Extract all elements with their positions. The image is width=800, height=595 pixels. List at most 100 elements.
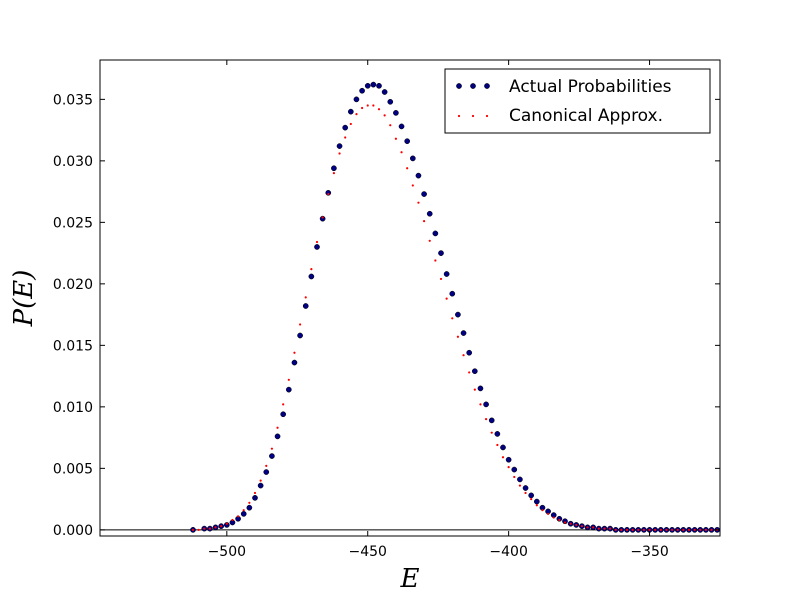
legend-marker-canonical [457, 114, 461, 118]
data-point [569, 522, 572, 525]
data-point [501, 456, 505, 459]
data-point [580, 525, 584, 528]
data-point [505, 456, 512, 463]
data-point [642, 528, 646, 531]
data-point [282, 403, 285, 406]
data-point [315, 240, 319, 244]
data-point [449, 290, 456, 297]
data-point [603, 527, 606, 530]
data-point [421, 191, 427, 197]
data-point [483, 401, 489, 408]
data-point [314, 244, 320, 250]
data-point [236, 515, 240, 518]
data-point [389, 124, 392, 127]
data-point [484, 418, 488, 421]
data-point [291, 359, 298, 366]
data-point [297, 332, 303, 339]
data-point [524, 491, 527, 495]
data-point [473, 388, 476, 391]
series-canonical [191, 104, 719, 531]
data-point [552, 516, 555, 519]
legend-marker-actual [484, 83, 490, 89]
data-point [270, 447, 274, 450]
data-point [208, 527, 212, 530]
data-point [398, 123, 405, 130]
data-point [575, 523, 578, 527]
data-point [263, 469, 270, 475]
data-point [253, 491, 257, 495]
data-point [319, 215, 326, 222]
data-point [338, 152, 341, 155]
data-point [608, 527, 612, 530]
data-point [417, 201, 420, 204]
data-point [411, 184, 414, 187]
data-point [434, 259, 437, 262]
data-point [302, 303, 309, 309]
data-point [687, 528, 691, 531]
data-point [197, 528, 200, 531]
y-tick-label: 0.025 [53, 215, 93, 231]
data-point [347, 108, 354, 115]
data-point [293, 351, 296, 354]
data-point [336, 143, 343, 149]
data-point [496, 443, 499, 447]
data-point [500, 444, 506, 451]
data-point [409, 155, 416, 162]
data-point [325, 189, 332, 196]
x-axis-label: E [400, 564, 420, 594]
data-point [394, 137, 398, 140]
data-point [563, 521, 567, 524]
data-point [344, 136, 347, 139]
data-point [648, 528, 651, 531]
data-point [558, 518, 561, 522]
data-point [530, 498, 533, 501]
data-point [438, 250, 444, 256]
legend-marker-canonical [471, 114, 475, 118]
data-point [586, 526, 589, 529]
data-point [488, 417, 495, 424]
data-point [535, 504, 538, 507]
data-point [637, 528, 640, 531]
data-point [479, 403, 482, 406]
data-point [304, 296, 307, 299]
data-point [342, 124, 349, 131]
data-point [370, 81, 377, 88]
x-tick-label: −500 [208, 544, 246, 560]
data-point [276, 426, 279, 429]
data-point [556, 515, 563, 522]
data-point [257, 482, 264, 489]
x-tick-label: −350 [630, 544, 668, 560]
data-point [654, 528, 657, 531]
data-point [456, 335, 460, 338]
data-point [625, 528, 629, 531]
data-point [285, 386, 292, 393]
y-tick-label: 0.000 [53, 523, 93, 539]
data-point [533, 498, 540, 505]
data-point [383, 114, 386, 117]
data-point [287, 378, 290, 381]
data-point [376, 82, 382, 89]
data-point [597, 527, 600, 530]
legend: Actual Probabilities Canonical Approx. [444, 68, 711, 134]
data-point [332, 172, 336, 175]
data-point [353, 96, 360, 103]
legend-frame [444, 68, 711, 134]
data-point [310, 267, 313, 271]
y-tick-label: 0.030 [53, 154, 93, 170]
data-point [404, 138, 411, 145]
data-point [428, 239, 431, 242]
plot-background [100, 60, 720, 536]
data-point [331, 165, 337, 172]
data-point [220, 525, 223, 528]
y-tick-label: 0.010 [53, 400, 93, 416]
data-point [359, 87, 365, 94]
data-point [280, 411, 287, 418]
data-point [541, 509, 544, 512]
data-point [242, 509, 245, 512]
data-point [231, 518, 234, 522]
data-point [710, 528, 713, 531]
plot-frame [99, 59, 721, 537]
y-tick-label: 0.005 [53, 461, 93, 477]
data-point [562, 518, 568, 525]
data-point [426, 210, 433, 217]
